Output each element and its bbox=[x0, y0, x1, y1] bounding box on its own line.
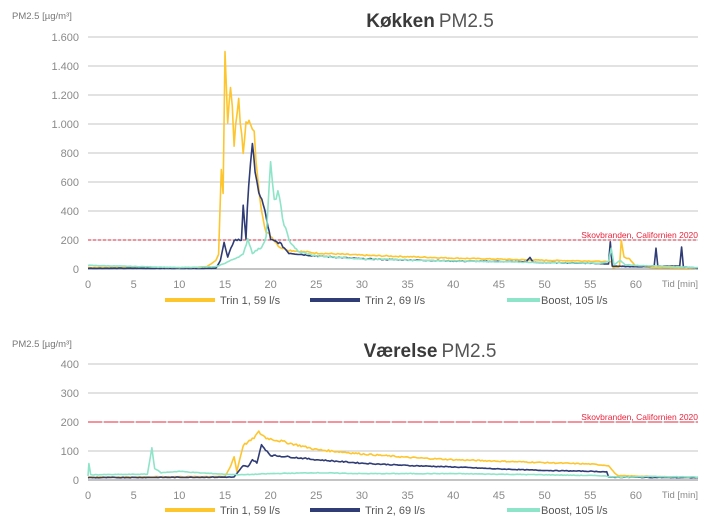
legend-label: Trin 1, 59 l/s bbox=[220, 505, 281, 517]
x-tick-label: 30 bbox=[356, 490, 368, 502]
series-line-boost bbox=[87, 160, 699, 269]
x-tick-label: 40 bbox=[447, 279, 459, 291]
legend-item-boost: Boost, 105 l/s bbox=[507, 295, 608, 307]
x-tick-label: 30 bbox=[356, 279, 368, 291]
x-tick-label: 25 bbox=[310, 490, 322, 502]
y-tick-label: 600 bbox=[61, 177, 79, 189]
x-tick-label: 20 bbox=[265, 279, 277, 291]
y-tick-label: 400 bbox=[61, 206, 79, 218]
legend-label: Trin 1, 59 l/s bbox=[220, 295, 281, 307]
chart-title-rest: PM2.5 bbox=[439, 11, 494, 32]
x-tick-label: 35 bbox=[401, 279, 413, 291]
x-tick-label: 15 bbox=[219, 279, 231, 291]
y-tick-label: 200 bbox=[61, 235, 79, 247]
x-tick-label: 45 bbox=[493, 279, 505, 291]
x-tick-label: 50 bbox=[538, 279, 550, 291]
reference-label: Skovbranden, Californien 2020 bbox=[581, 230, 698, 240]
series-line-trin2 bbox=[87, 142, 698, 270]
legend-label: Boost, 105 l/s bbox=[541, 505, 608, 517]
y-axis-label: PM2.5 [µg/m³] bbox=[12, 11, 72, 22]
legend-item-trin2: Trin 2, 69 l/s bbox=[310, 295, 426, 307]
legend-item-trin1: Trin 1, 59 l/s bbox=[165, 295, 281, 307]
x-tick-label: 60 bbox=[630, 490, 642, 502]
y-tick-label: 200 bbox=[61, 417, 79, 429]
x-tick-label: 60 bbox=[630, 279, 642, 291]
y-tick-label: 800 bbox=[61, 148, 79, 160]
x-tick-label: 50 bbox=[538, 490, 550, 502]
x-tick-label: 35 bbox=[401, 490, 413, 502]
chart-title-rest: PM2.5 bbox=[442, 341, 497, 362]
y-axis-label: PM2.5 [µg/m³] bbox=[12, 339, 72, 350]
series-line-trin2 bbox=[87, 443, 699, 479]
chart-title: Køkken PM2.5 bbox=[366, 11, 494, 32]
chart-title: Værelse PM2.5 bbox=[364, 341, 497, 362]
legend-item-trin1: Trin 1, 59 l/s bbox=[165, 505, 281, 517]
x-tick-label: 10 bbox=[173, 279, 185, 291]
y-tick-label: 1.000 bbox=[51, 119, 79, 131]
x-axis-label: Tid [min] bbox=[662, 490, 698, 501]
x-tick-label: 0 bbox=[85, 490, 91, 502]
y-tick-label: 1.400 bbox=[51, 61, 79, 73]
x-tick-label: 40 bbox=[447, 490, 459, 502]
legend-label: Trin 2, 69 l/s bbox=[365, 505, 426, 517]
x-tick-label: 5 bbox=[131, 279, 137, 291]
legend-item-boost: Boost, 105 l/s bbox=[507, 505, 608, 517]
x-tick-label: 55 bbox=[584, 490, 596, 502]
reference-label: Skovbranden, Californien 2020 bbox=[581, 412, 698, 422]
y-tick-label: 100 bbox=[61, 446, 79, 458]
legend-label: Trin 2, 69 l/s bbox=[365, 295, 426, 307]
x-axis-label: Tid [min] bbox=[662, 279, 698, 290]
chart-title-bold: Værelse bbox=[364, 341, 438, 362]
y-tick-label: 1.600 bbox=[51, 32, 79, 44]
y-tick-label: 400 bbox=[61, 359, 79, 371]
x-tick-label: 5 bbox=[131, 490, 137, 502]
chart-title-bold: Køkken bbox=[366, 11, 435, 32]
x-tick-label: 45 bbox=[493, 490, 505, 502]
x-tick-label: 25 bbox=[310, 279, 322, 291]
x-tick-label: 0 bbox=[85, 279, 91, 291]
x-tick-label: 20 bbox=[265, 490, 277, 502]
y-tick-label: 0 bbox=[73, 475, 79, 487]
y-tick-label: 0 bbox=[73, 264, 79, 276]
x-tick-label: 15 bbox=[219, 490, 231, 502]
x-tick-label: 55 bbox=[584, 279, 596, 291]
legend-label: Boost, 105 l/s bbox=[541, 295, 608, 307]
x-tick-label: 10 bbox=[173, 490, 185, 502]
y-tick-label: 300 bbox=[61, 388, 79, 400]
legend-item-trin2: Trin 2, 69 l/s bbox=[310, 505, 426, 517]
y-tick-label: 1.200 bbox=[51, 90, 79, 102]
chart-vaerelse: Værelse PM2.5 PM2.5 [µg/m³] 0 100 200 300 400 0 5… bbox=[12, 339, 698, 517]
series-line-boost bbox=[87, 446, 699, 479]
